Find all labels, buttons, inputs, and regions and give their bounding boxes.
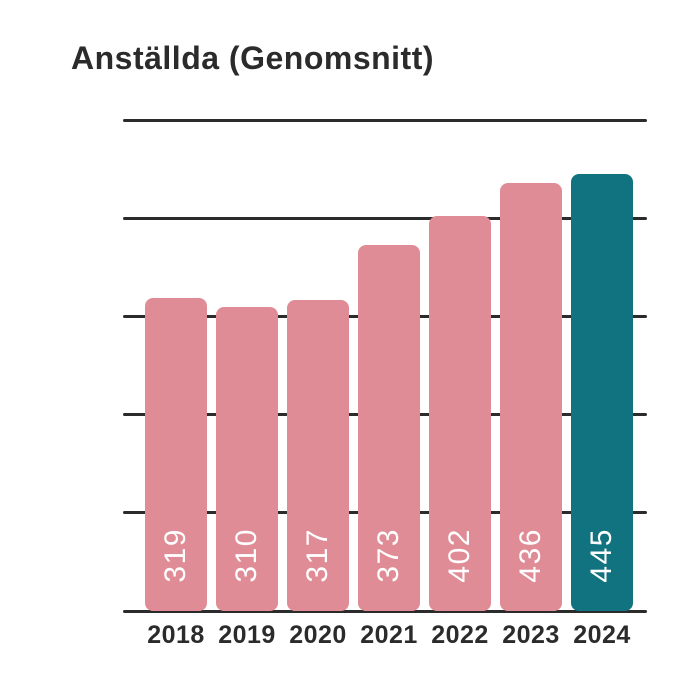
bar-2023: 436 (500, 182, 562, 611)
gridline-500 (123, 118, 647, 122)
x-tick-2019: 2019 (218, 621, 276, 649)
x-tick-2021: 2021 (360, 621, 418, 649)
bar-value-2018: 319 (159, 528, 192, 583)
x-tick-2018: 2018 (147, 621, 205, 649)
x-tick-2023: 2023 (502, 621, 560, 649)
bar-2020: 317 (287, 299, 349, 611)
bar-2024: 445 (571, 174, 633, 611)
plot-area: 319 310 317 373 402 436 445 (123, 118, 647, 613)
chart-title: Anställda (Genomsnitt) (71, 40, 435, 76)
gridline-0 (123, 609, 647, 613)
bar-value-2020: 317 (301, 528, 334, 583)
bar-2018: 319 (145, 297, 207, 611)
bar-2021: 373 (358, 244, 420, 611)
bar-2022: 402 (429, 216, 491, 611)
bar-value-2023: 436 (514, 528, 547, 583)
x-axis: 2018 2019 2020 2021 2022 2023 2024 (123, 621, 647, 650)
x-tick-2022: 2022 (431, 621, 489, 649)
bar-value-2024: 445 (585, 528, 618, 583)
bar-value-2022: 402 (443, 528, 476, 583)
gridline-400 (123, 216, 647, 220)
bar-2019: 310 (216, 306, 278, 611)
bar-value-2021: 373 (372, 528, 405, 583)
bar-value-2019: 310 (230, 528, 263, 583)
bars-layer: 319 310 317 373 402 436 445 (123, 120, 647, 611)
x-tick-2024: 2024 (573, 621, 631, 649)
x-tick-2020: 2020 (289, 621, 347, 649)
